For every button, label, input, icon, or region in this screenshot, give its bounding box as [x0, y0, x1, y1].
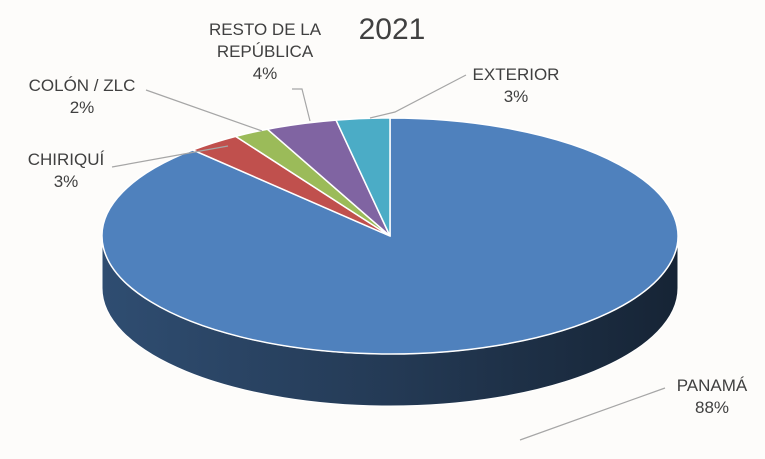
leader-line: [292, 88, 311, 122]
leader-line: [369, 74, 467, 119]
category-label: RESTO DE LA REPÚBLICA: [208, 20, 322, 61]
leader-line: [519, 387, 666, 441]
value-label: 3%: [503, 87, 529, 106]
value-label: 3%: [53, 172, 79, 191]
data-label: PANAMÁ 88%: [662, 375, 762, 419]
value-label: 4%: [252, 64, 278, 83]
data-label: RESTO DE LA REPÚBLICA 4%: [200, 19, 330, 85]
category-label: COLÓN / ZLC: [28, 76, 136, 95]
category-label: PANAMÁ: [676, 376, 748, 395]
chart-title: 2021: [358, 13, 426, 46]
data-label: COLÓN / ZLC 2%: [12, 75, 152, 119]
category-label: EXTERIOR: [472, 65, 560, 84]
slice: [334, 117, 391, 237]
leader-line: [111, 145, 229, 168]
category-label: CHIRIQUÍ: [27, 150, 105, 169]
value-label: 2%: [69, 98, 95, 117]
data-label: CHIRIQUÍ 3%: [11, 149, 121, 193]
leader-line: [145, 89, 263, 132]
data-label: EXTERIOR 3%: [456, 64, 576, 108]
value-label: 88%: [694, 398, 730, 417]
